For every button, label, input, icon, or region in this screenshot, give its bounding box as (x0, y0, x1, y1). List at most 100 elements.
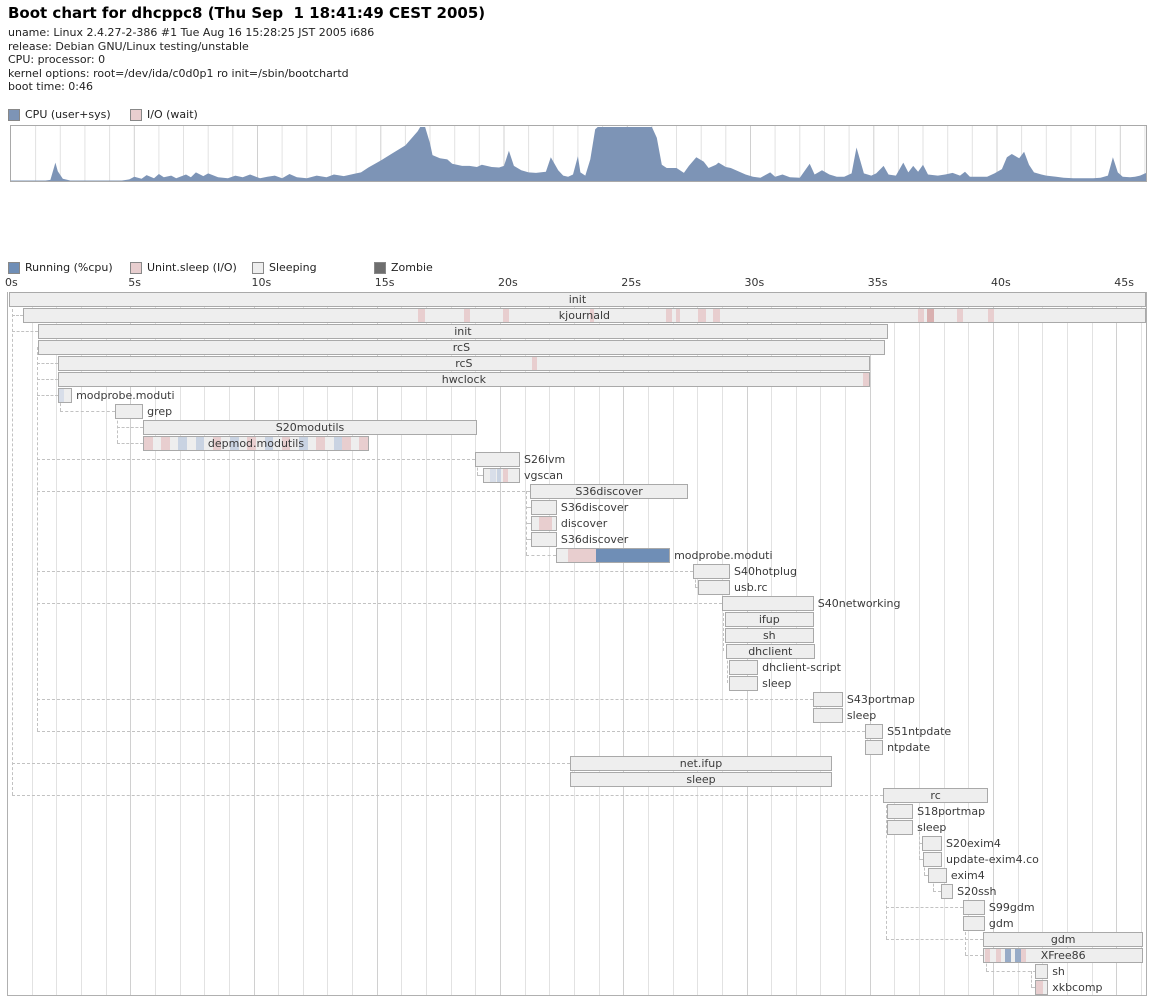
process-bar (922, 836, 942, 851)
gantt-grid-line (968, 292, 969, 996)
gantt-grid-line (648, 292, 649, 996)
process-tree-connector (526, 523, 531, 524)
process-tree-connector (12, 331, 38, 332)
legend-label: Unint.sleep (I/O) (147, 261, 237, 274)
system-info-line: CPU: processor: 0 (8, 53, 106, 67)
gantt-grid-line (32, 292, 33, 996)
time-axis-label: 20s (498, 276, 518, 289)
process-tree-connector (867, 731, 868, 747)
process-state-segment (464, 309, 470, 322)
process-tree-connector (986, 955, 987, 971)
process-state-segment (212, 437, 222, 450)
process-tree-connector (816, 699, 817, 715)
process-bar: rcS (58, 356, 870, 371)
gantt-frame-line (7, 995, 1147, 996)
process-state-segment (918, 309, 924, 322)
gantt-grid-line (697, 292, 698, 996)
process-bar (531, 516, 557, 531)
process-label: rcS (455, 357, 473, 370)
process-label: sleep (762, 677, 792, 690)
process-tree-connector (477, 459, 478, 475)
process-state-segment (299, 437, 308, 450)
process-tree-connector (933, 875, 934, 891)
legend-label: I/O (wait) (147, 108, 198, 121)
process-state-segment (988, 309, 994, 322)
process-label: S43portmap (846, 693, 915, 706)
process-state-legend: Running (%cpu) Unint.sleep (I/O) Sleeping Z… (8, 261, 496, 274)
gantt-grid-line (475, 292, 476, 996)
process-tree-connector (933, 891, 941, 892)
gantt-grid-line (623, 292, 624, 996)
process-state-segment (178, 437, 187, 450)
running-swatch-icon (8, 261, 20, 274)
process-state-segment (713, 309, 720, 322)
time-axis-label: 0s (5, 276, 18, 289)
process-tree-connector (12, 299, 13, 795)
process-bar: dhclient (725, 644, 815, 659)
cpu-swatch-icon (8, 108, 20, 121)
gantt-grid-line (845, 292, 846, 996)
cpu-legend: CPU (user+sys) I/O (wait) (8, 108, 252, 121)
gantt-grid-line (352, 292, 353, 996)
process-state-segment (418, 309, 425, 322)
process-bar (483, 468, 520, 483)
process-state-segment (984, 949, 990, 962)
process-label: XFree86 (1040, 949, 1086, 962)
process-bar: sleep (570, 772, 832, 787)
process-tree-connector (695, 571, 696, 587)
system-info-line: uname: Linux 2.4.27-2-386 #1 Tue Aug 16 … (8, 26, 375, 39)
gantt-grid-line (500, 292, 501, 996)
process-bar: S20modutils (143, 420, 477, 435)
process-label: dhclient-script (762, 661, 841, 674)
io-wait-swatch-icon (130, 108, 142, 121)
process-tree-connector (12, 315, 23, 316)
gantt-grid-line (673, 292, 674, 996)
process-bar: init (37, 324, 888, 339)
gantt-grid-line (1018, 292, 1019, 996)
gantt-grid-line (1067, 292, 1068, 996)
legend-label: CPU (user+sys) (25, 108, 111, 121)
gantt-grid-line (599, 292, 600, 996)
process-label: depmod.modutils (207, 437, 305, 450)
process-state-segment (59, 389, 64, 402)
process-label: modprobe.moduti (76, 389, 175, 402)
process-label: init (454, 325, 472, 338)
process-state-segment (502, 309, 509, 322)
process-label: rcS (452, 341, 471, 354)
gantt-grid-line (1092, 292, 1093, 996)
process-state-segment (589, 309, 594, 322)
process-label: S36discover (560, 501, 629, 514)
process-tree-connector (695, 587, 698, 588)
gantt-grid-line (401, 292, 402, 996)
legend-label: Zombie (391, 261, 433, 274)
gantt-grid-line (278, 292, 279, 996)
process-bar (887, 804, 914, 819)
gantt-grid-line (549, 292, 550, 996)
process-label: ntpdate (887, 741, 931, 754)
process-label: S99gdm (988, 901, 1035, 914)
process-tree-connector (526, 539, 531, 540)
legend-item: Unint.sleep (I/O) (130, 261, 252, 274)
process-label: S20ssh (957, 885, 997, 898)
system-info-line: boot time: 0:46 (8, 80, 94, 94)
gantt-grid-line (525, 292, 526, 996)
process-tree-connector (37, 379, 58, 380)
process-state-segment (161, 437, 170, 450)
process-tree-connector (37, 603, 722, 604)
system-info-line: release: Debian GNU/Linux testing/unstab… (8, 39, 249, 53)
gantt-grid-line (919, 292, 920, 996)
process-bar (531, 532, 557, 547)
process-label: S20exim4 (946, 837, 1001, 850)
process-bar: rcS (37, 340, 885, 355)
process-bar: rc (883, 788, 989, 803)
process-bar (1035, 964, 1049, 979)
process-tree-connector (12, 763, 570, 764)
process-bar (697, 580, 730, 595)
process-state-segment (595, 549, 670, 562)
gantt-grid-line (820, 292, 821, 996)
process-label: discover (560, 517, 608, 530)
process-label: dhclient (748, 645, 793, 658)
process-bar (556, 548, 671, 563)
process-label: sleep (917, 821, 947, 834)
process-bar: net.ifup (570, 756, 832, 771)
